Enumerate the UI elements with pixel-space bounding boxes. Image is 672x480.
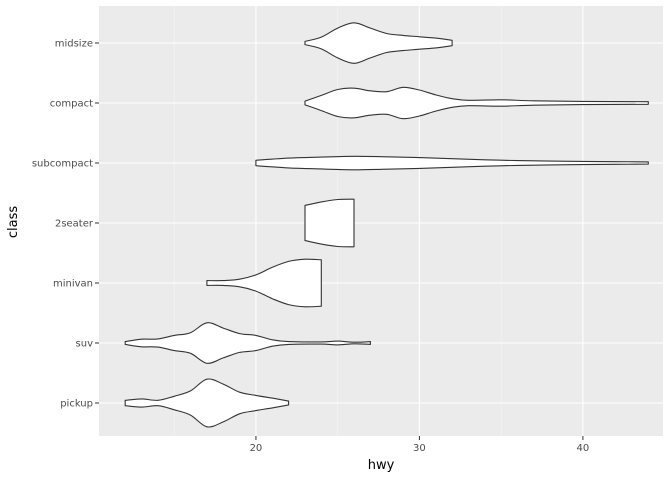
violin-midsize [304, 22, 453, 64]
violin-minivan [206, 258, 322, 308]
violin-pickup [124, 378, 290, 428]
y-tick-label: subcompact [32, 159, 93, 170]
y-axis-title: class [6, 206, 21, 238]
y-tick-label: pickup [60, 399, 93, 410]
violin-2seater [304, 198, 355, 248]
y-tick-label: minivan [53, 279, 93, 290]
y-tick-label: midsize [55, 39, 93, 50]
x-tick-label: 40 [577, 443, 590, 454]
violins [124, 22, 649, 428]
y-tick-label: compact [50, 99, 93, 110]
y-tick-label: suv [76, 339, 94, 350]
violin-compact [304, 86, 649, 120]
x-tick-label: 30 [413, 443, 426, 454]
x-axis-title: hwy [368, 458, 395, 473]
y-axis: midsize compact subcompact 2seater minivan su… [32, 39, 99, 410]
violin-subcompact [255, 155, 649, 171]
x-tick-label: 20 [250, 443, 263, 454]
x-axis: 20 30 40 [250, 436, 590, 454]
plot-panel [99, 6, 663, 436]
y-tick-label: 2seater [55, 219, 94, 230]
violin-suv [124, 322, 371, 364]
